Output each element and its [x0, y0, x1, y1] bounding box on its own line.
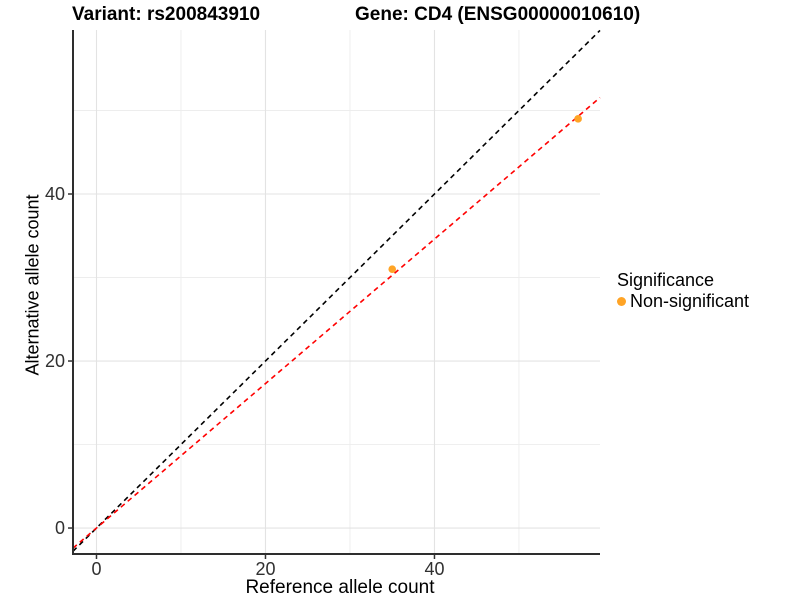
legend-title: Significance [617, 270, 715, 290]
x-tick-label: 40 [424, 559, 444, 579]
y-tick-label: 40 [45, 184, 65, 204]
legend: Significance Non-significant [617, 271, 749, 312]
x-tick-label: 20 [255, 559, 275, 579]
y-axis-title: Alternative allele count [22, 194, 43, 376]
variant-title: Variant: rs200843910 [72, 4, 261, 25]
legend-item: Non-significant [617, 291, 749, 312]
legend-item-label: Non-significant [630, 291, 750, 311]
x-tick-label: 0 [91, 559, 101, 579]
identity-dashed-line [72, 29, 601, 552]
gene-title: Gene: CD4 (ENSG00000010610) [355, 4, 641, 25]
data-point [574, 115, 582, 123]
x-axis-title: Reference allele count [245, 577, 435, 598]
y-tick-label: 0 [55, 518, 65, 538]
y-tick-label: 20 [45, 351, 65, 371]
data-point [388, 265, 397, 273]
legend-point-icon [617, 297, 626, 306]
fit-dashed-line [72, 96, 601, 549]
